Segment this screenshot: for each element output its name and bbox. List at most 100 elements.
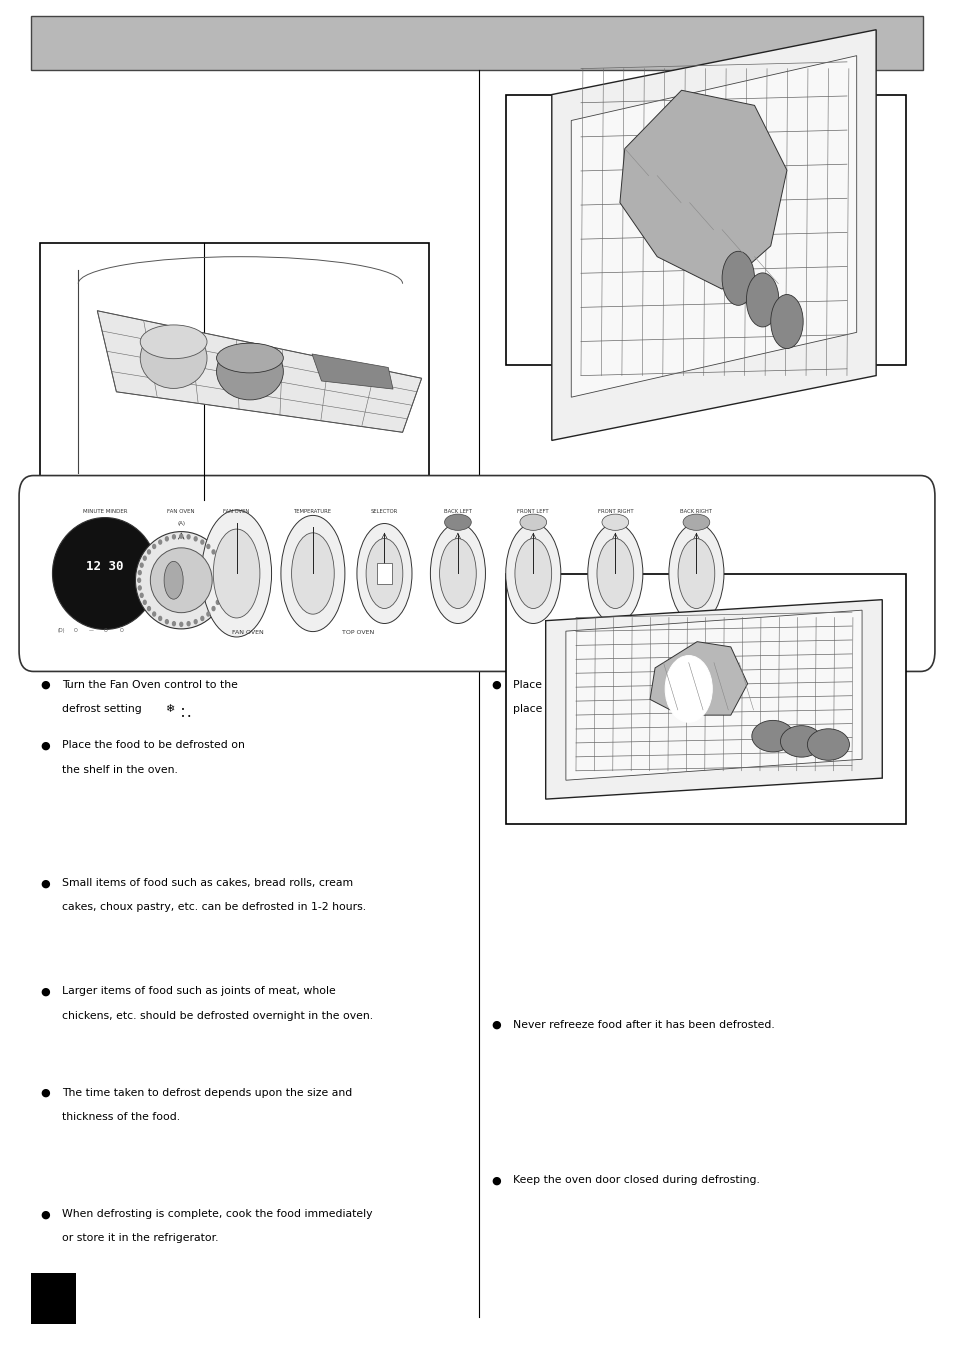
Text: TEMPERATURE: TEMPERATURE — [294, 509, 332, 513]
Text: MINUTE MINDER: MINUTE MINDER — [83, 509, 127, 513]
Ellipse shape — [52, 517, 157, 630]
Text: O: O — [119, 628, 123, 634]
Polygon shape — [649, 642, 747, 715]
Circle shape — [140, 593, 143, 597]
Text: Place the food to be defrosted on: Place the food to be defrosted on — [62, 740, 245, 750]
Text: Turn the Fan Oven control to the: Turn the Fan Oven control to the — [62, 680, 237, 689]
Ellipse shape — [780, 725, 821, 757]
Ellipse shape — [356, 524, 412, 624]
Text: defrost setting: defrost setting — [62, 704, 142, 713]
Ellipse shape — [806, 728, 848, 761]
Text: or store it in the refrigerator.: or store it in the refrigerator. — [62, 1233, 218, 1243]
Polygon shape — [545, 600, 882, 800]
Text: chickens, etc. should be defrosted overnight in the oven.: chickens, etc. should be defrosted overn… — [62, 1011, 373, 1020]
Bar — [30, 1273, 76, 1324]
Circle shape — [138, 586, 141, 590]
Ellipse shape — [430, 524, 485, 624]
Ellipse shape — [366, 539, 402, 608]
Ellipse shape — [216, 343, 283, 400]
Ellipse shape — [135, 532, 227, 630]
Bar — [505, 574, 905, 824]
Bar — [505, 95, 905, 365]
Text: Small items of food such as cakes, bread rolls, cream: Small items of food such as cakes, bread… — [62, 878, 353, 888]
Circle shape — [395, 623, 409, 642]
Circle shape — [207, 544, 210, 549]
Circle shape — [143, 600, 146, 604]
Ellipse shape — [519, 515, 546, 531]
Circle shape — [172, 621, 175, 626]
Text: the shelf in the oven.: the shelf in the oven. — [62, 765, 177, 774]
Ellipse shape — [668, 524, 723, 624]
Circle shape — [179, 623, 183, 627]
Ellipse shape — [292, 532, 334, 615]
Circle shape — [138, 570, 141, 574]
Circle shape — [148, 607, 151, 611]
Circle shape — [219, 563, 222, 567]
Text: FRONT RIGHT: FRONT RIGHT — [597, 509, 633, 513]
Circle shape — [165, 620, 168, 624]
Text: ●: ● — [491, 1020, 500, 1029]
Ellipse shape — [721, 251, 754, 305]
Circle shape — [207, 612, 210, 616]
Circle shape — [281, 623, 294, 642]
Circle shape — [187, 535, 190, 539]
Circle shape — [165, 536, 168, 540]
Ellipse shape — [682, 515, 709, 531]
Ellipse shape — [515, 539, 551, 608]
Text: ●: ● — [491, 1175, 500, 1185]
Text: ●: ● — [40, 986, 50, 996]
Circle shape — [172, 535, 175, 539]
Text: 12 30: 12 30 — [86, 561, 124, 573]
Circle shape — [143, 557, 146, 561]
Circle shape — [216, 600, 219, 604]
Ellipse shape — [444, 515, 471, 531]
Text: place it in the oven on the middle shelf.: place it in the oven on the middle shelf… — [513, 704, 729, 713]
Text: Larger items of food such as joints of meat, whole: Larger items of food such as joints of m… — [62, 986, 335, 996]
Circle shape — [216, 557, 219, 561]
Text: ●: ● — [40, 740, 50, 750]
Text: cakes, choux pastry, etc. can be defrosted in 1-2 hours.: cakes, choux pastry, etc. can be defrost… — [62, 902, 366, 912]
Text: ❄: ❄ — [165, 704, 174, 713]
Ellipse shape — [201, 511, 272, 638]
Circle shape — [222, 578, 225, 582]
Bar — [376, 563, 392, 584]
Ellipse shape — [439, 539, 476, 608]
Ellipse shape — [216, 343, 283, 373]
Ellipse shape — [151, 549, 212, 613]
Circle shape — [194, 620, 197, 624]
Ellipse shape — [280, 516, 345, 632]
Ellipse shape — [140, 326, 207, 359]
Ellipse shape — [505, 524, 560, 624]
Polygon shape — [619, 91, 786, 289]
Text: •
• •: • • • — [181, 707, 192, 720]
Circle shape — [664, 655, 712, 723]
Circle shape — [212, 550, 214, 554]
Text: ●: ● — [40, 680, 50, 689]
Text: O: O — [104, 628, 108, 634]
Circle shape — [187, 621, 190, 626]
Circle shape — [212, 607, 214, 611]
Circle shape — [194, 536, 197, 540]
Circle shape — [158, 616, 161, 620]
Text: TOP OVEN: TOP OVEN — [341, 630, 374, 635]
Ellipse shape — [140, 327, 207, 389]
Circle shape — [158, 540, 161, 544]
Text: ●: ● — [40, 1088, 50, 1097]
Text: ●: ● — [40, 878, 50, 888]
Circle shape — [219, 593, 222, 597]
Text: Never refreeze food after it has been defrosted.: Never refreeze food after it has been de… — [513, 1020, 774, 1029]
Ellipse shape — [678, 539, 714, 608]
Ellipse shape — [587, 524, 642, 624]
Polygon shape — [97, 311, 421, 432]
Text: SELECTOR: SELECTOR — [371, 509, 397, 513]
Text: (A): (A) — [177, 521, 185, 527]
Text: BACK LEFT: BACK LEFT — [443, 509, 472, 513]
Polygon shape — [551, 30, 875, 440]
Ellipse shape — [213, 530, 259, 617]
Polygon shape — [565, 611, 862, 781]
Text: FAN OVEN: FAN OVEN — [168, 509, 194, 513]
Text: The time taken to defrost depends upon the size and: The time taken to defrost depends upon t… — [62, 1088, 352, 1097]
Text: (D): (D) — [57, 628, 65, 634]
Text: ●: ● — [40, 1209, 50, 1219]
Text: When defrosting is complete, cook the food immediately: When defrosting is complete, cook the fo… — [62, 1209, 372, 1219]
